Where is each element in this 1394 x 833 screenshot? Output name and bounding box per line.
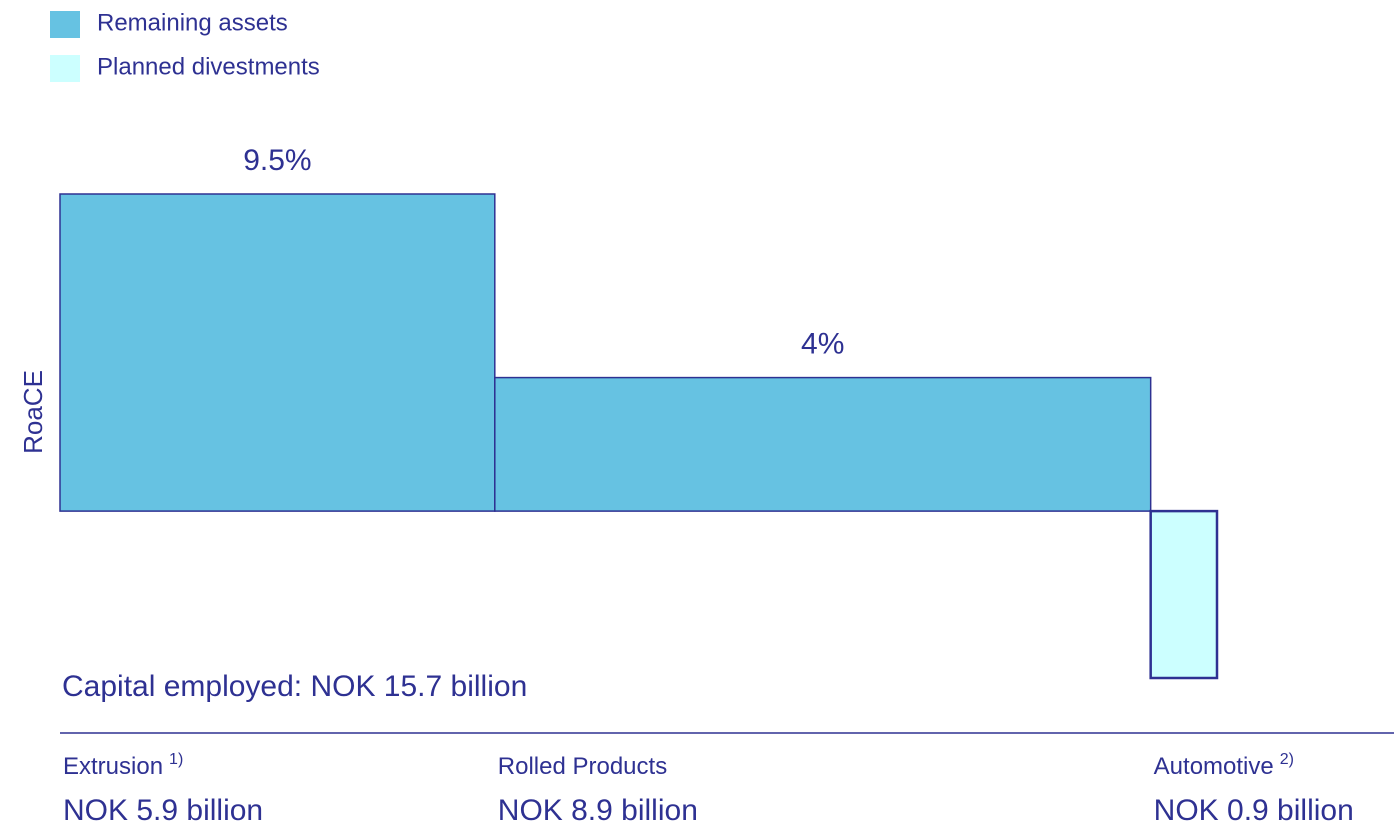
- data-label: 4%: [801, 328, 844, 361]
- category-name: Automotive: [1154, 753, 1274, 780]
- category-label: Automotive 2): [1154, 751, 1294, 780]
- capital-label: NOK 5.9 billion: [63, 794, 263, 827]
- category-label: Extrusion 1): [63, 751, 183, 780]
- note: Capital employed: NOK 15.7 billion: [62, 670, 527, 703]
- bar: [59, 193, 496, 512]
- capital-label: NOK 8.9 billion: [498, 794, 698, 827]
- bar: [1149, 509, 1219, 680]
- category-footnote: 1): [169, 751, 183, 768]
- category-label: Rolled Products: [498, 753, 667, 780]
- legend-swatch: [50, 11, 80, 38]
- legend-swatch: [50, 55, 80, 82]
- category-footnote: 2): [1280, 751, 1294, 768]
- capital-label: NOK 0.9 billion: [1154, 794, 1354, 827]
- y-axis-label: RoaCE: [18, 370, 48, 454]
- data-label: 9.5%: [243, 144, 311, 177]
- bar: [494, 376, 1152, 512]
- category-name: Extrusion: [63, 753, 163, 780]
- legend-label: Remaining assets: [97, 9, 288, 36]
- legend-label: Planned divestments: [97, 53, 320, 80]
- category-name: Rolled Products: [498, 753, 667, 780]
